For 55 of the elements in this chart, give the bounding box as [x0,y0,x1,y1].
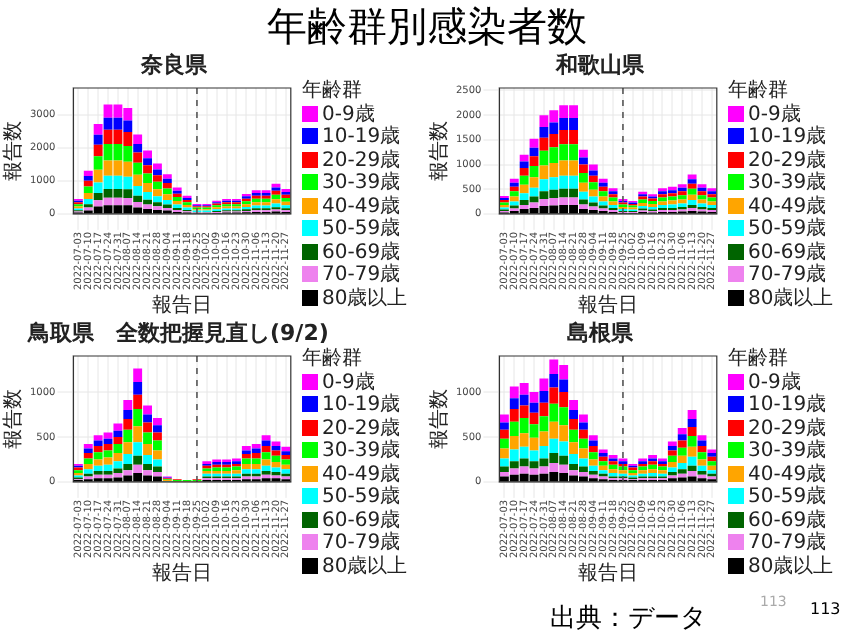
text: 年齢群別感染者数 [265,2,589,50]
legend-label: 80歳以上 [748,287,834,309]
y-axis-title: 報告数 [427,120,452,181]
legend-title: 年齢群 [302,348,364,371]
legend-label: 40-49歳 [748,195,827,217]
legend-label: 30-39歳 [748,440,827,462]
legend-label: 60-69歳 [748,241,827,263]
legend-label: 60-69歳 [748,509,827,531]
source-note: 出典：データ [550,602,706,636]
legend-label: 60-69歳 [322,241,401,263]
legend-label: 50-59歳 [322,218,401,240]
legend-label: 70-79歳 [322,264,401,286]
legend-label: 40-49歳 [322,463,401,485]
legend-title: 年齢群 [728,348,790,371]
legend-label: 80歳以上 [322,287,408,309]
legend-label: 0-9歳 [322,371,375,393]
legend-label: 20-29歳 [322,417,401,439]
legend-label: 20-29歳 [748,417,827,439]
legend-label: 10-19歳 [322,394,401,416]
legend-label: 60-69歳 [322,509,401,531]
legend-label: 40-49歳 [748,463,827,485]
legend-label: 0-9歳 [748,103,801,125]
legend-label: 50-59歳 [322,486,401,508]
legend-label: 50-59歳 [748,218,827,240]
chart-title: 奈良県 [139,52,209,80]
legend-label: 80歳以上 [322,555,408,577]
legend-label: 80歳以上 [748,555,834,577]
legend-label: 10-19歳 [748,126,827,148]
legend-label: 70-79歳 [322,532,401,554]
legend-label: 10-19歳 [748,394,827,416]
legend-label: 30-39歳 [748,172,827,194]
legend-label: 40-49歳 [322,195,401,217]
x-axis-title: 報告日 [152,293,213,318]
chart-title: 和歌山県 [553,52,646,80]
legend-label: 30-39歳 [322,172,401,194]
x-axis-title: 報告日 [578,561,639,586]
y-axis-title: 報告数 [1,388,26,449]
chart-title: 鳥取県 全数把握見直し(9/2) [28,320,329,347]
legend-label: 20-29歳 [748,149,827,171]
x-axis-title: 報告日 [578,293,639,318]
legend-title: 年齢群 [302,80,364,103]
legend-label: 0-9歳 [322,103,375,125]
legend-label: 30-39歳 [322,440,401,462]
legend-label: 50-59歳 [748,486,827,508]
y-axis-title: 報告数 [1,120,26,181]
legend-label: 70-79歳 [748,264,827,286]
legend-label: 10-19歳 [322,126,401,148]
legend-label: 0-9歳 [748,371,801,393]
legend-label: 70-79歳 [748,532,827,554]
chart-title: 島根県 [565,320,635,348]
legend-label: 20-29歳 [322,149,401,171]
x-axis-title: 報告日 [152,561,213,586]
legend-title: 年齢群 [728,80,790,103]
y-axis-title: 報告数 [427,388,452,449]
text: 113 [810,600,841,618]
